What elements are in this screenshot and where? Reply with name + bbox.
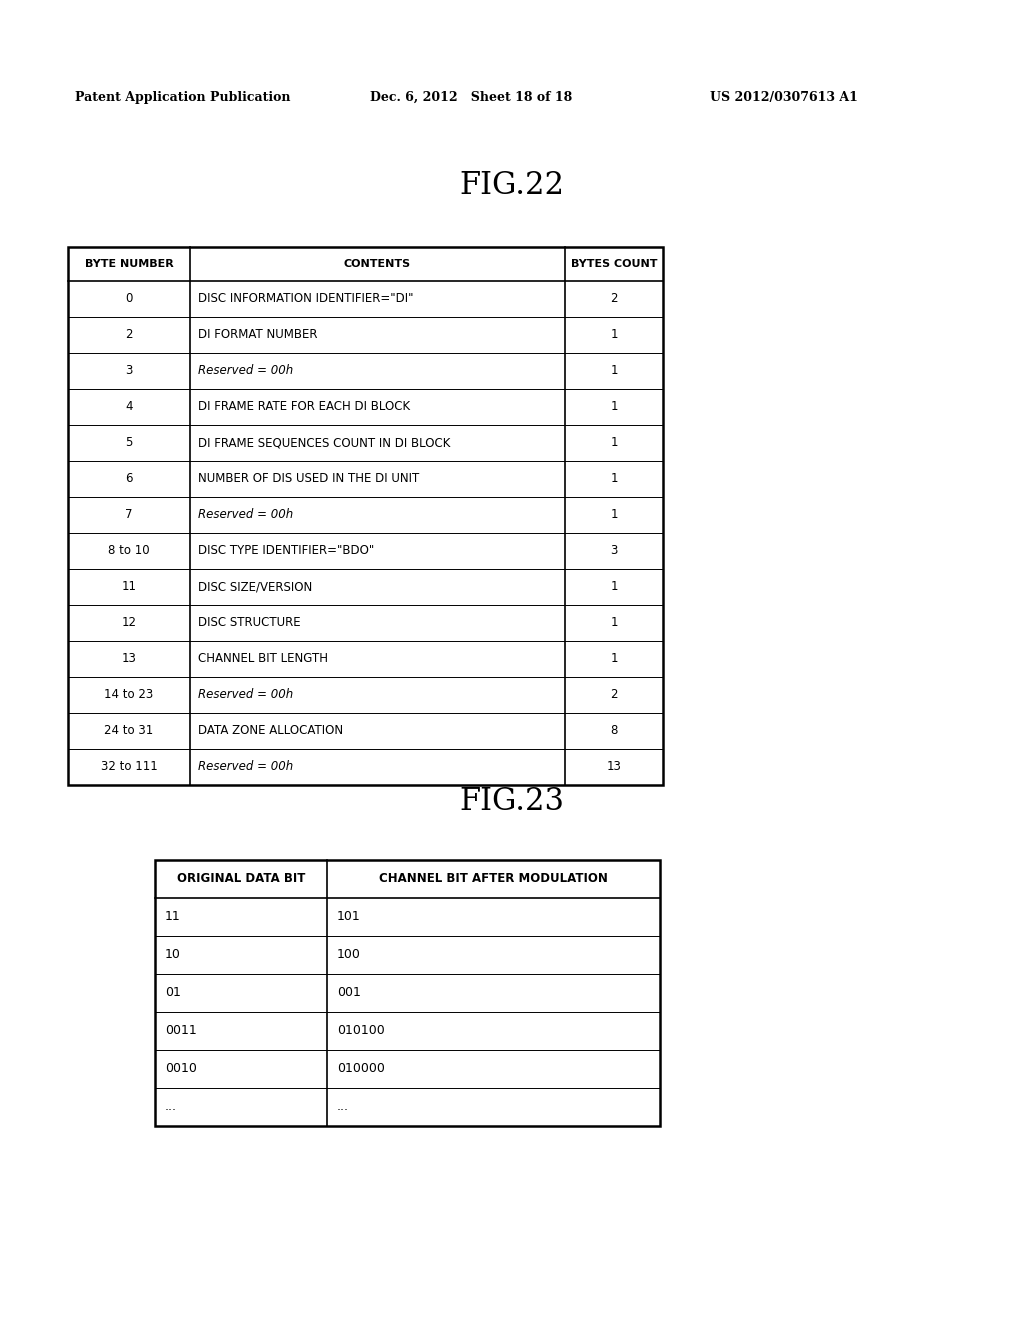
Text: CONTENTS: CONTENTS [344, 259, 411, 269]
Text: 1: 1 [610, 400, 617, 413]
Text: 1: 1 [610, 437, 617, 450]
Text: 1: 1 [610, 473, 617, 486]
Text: Reserved = 00h: Reserved = 00h [198, 760, 293, 774]
Text: FIG.22: FIG.22 [460, 169, 564, 201]
Text: 4: 4 [125, 400, 133, 413]
Text: 101: 101 [337, 911, 360, 924]
Text: 1: 1 [610, 616, 617, 630]
Text: FIG.23: FIG.23 [460, 787, 564, 817]
Text: 0011: 0011 [165, 1024, 197, 1038]
Text: 2: 2 [610, 293, 617, 305]
Text: Dec. 6, 2012   Sheet 18 of 18: Dec. 6, 2012 Sheet 18 of 18 [370, 91, 572, 103]
Text: 2: 2 [610, 689, 617, 701]
Text: 7: 7 [125, 508, 133, 521]
Text: 1: 1 [610, 652, 617, 665]
Text: Patent Application Publication: Patent Application Publication [75, 91, 291, 103]
Text: DISC TYPE IDENTIFIER="BDO": DISC TYPE IDENTIFIER="BDO" [198, 544, 374, 557]
Text: 13: 13 [122, 652, 136, 665]
Text: DATA ZONE ALLOCATION: DATA ZONE ALLOCATION [198, 725, 343, 738]
Text: 8 to 10: 8 to 10 [109, 544, 150, 557]
Bar [68, 247, 663, 785]
Text: BYTE NUMBER: BYTE NUMBER [85, 259, 173, 269]
Text: DISC INFORMATION IDENTIFIER="DI": DISC INFORMATION IDENTIFIER="DI" [198, 293, 414, 305]
Text: 1: 1 [610, 581, 617, 594]
Text: 5: 5 [125, 437, 133, 450]
Text: 1: 1 [610, 329, 617, 342]
Text: 01: 01 [165, 986, 181, 999]
Text: 1: 1 [610, 508, 617, 521]
Text: DISC STRUCTURE: DISC STRUCTURE [198, 616, 301, 630]
Text: Reserved = 00h: Reserved = 00h [198, 689, 293, 701]
Text: 0010: 0010 [165, 1063, 197, 1076]
Text: US 2012/0307613 A1: US 2012/0307613 A1 [710, 91, 858, 103]
Text: CHANNEL BIT LENGTH: CHANNEL BIT LENGTH [198, 652, 328, 665]
Text: NUMBER OF DIS USED IN THE DI UNIT: NUMBER OF DIS USED IN THE DI UNIT [198, 473, 419, 486]
Text: 010000: 010000 [337, 1063, 385, 1076]
Text: ...: ... [165, 1101, 177, 1114]
Text: DI FRAME RATE FOR EACH DI BLOCK: DI FRAME RATE FOR EACH DI BLOCK [198, 400, 411, 413]
Text: 1: 1 [610, 364, 617, 378]
Text: 3: 3 [610, 544, 617, 557]
Text: CHANNEL BIT AFTER MODULATION: CHANNEL BIT AFTER MODULATION [379, 873, 608, 886]
Text: 3: 3 [125, 364, 133, 378]
Text: 8: 8 [610, 725, 617, 738]
Bar [155, 861, 660, 1126]
Text: 10: 10 [165, 949, 181, 961]
Text: Reserved = 00h: Reserved = 00h [198, 364, 293, 378]
Text: 2: 2 [125, 329, 133, 342]
Text: 24 to 31: 24 to 31 [104, 725, 154, 738]
Text: 6: 6 [125, 473, 133, 486]
Text: ORIGINAL DATA BIT: ORIGINAL DATA BIT [177, 873, 305, 886]
Text: 13: 13 [606, 760, 622, 774]
Text: Reserved = 00h: Reserved = 00h [198, 508, 293, 521]
Text: DI FRAME SEQUENCES COUNT IN DI BLOCK: DI FRAME SEQUENCES COUNT IN DI BLOCK [198, 437, 451, 450]
Text: 010100: 010100 [337, 1024, 385, 1038]
Text: 14 to 23: 14 to 23 [104, 689, 154, 701]
Text: ...: ... [337, 1101, 349, 1114]
Text: DI FORMAT NUMBER: DI FORMAT NUMBER [198, 329, 317, 342]
Text: 11: 11 [165, 911, 181, 924]
Text: 32 to 111: 32 to 111 [100, 760, 158, 774]
Text: 100: 100 [337, 949, 360, 961]
Text: 12: 12 [122, 616, 136, 630]
Text: 0: 0 [125, 293, 133, 305]
Text: 11: 11 [122, 581, 136, 594]
Text: DISC SIZE/VERSION: DISC SIZE/VERSION [198, 581, 312, 594]
Text: BYTES COUNT: BYTES COUNT [570, 259, 657, 269]
Text: 001: 001 [337, 986, 360, 999]
